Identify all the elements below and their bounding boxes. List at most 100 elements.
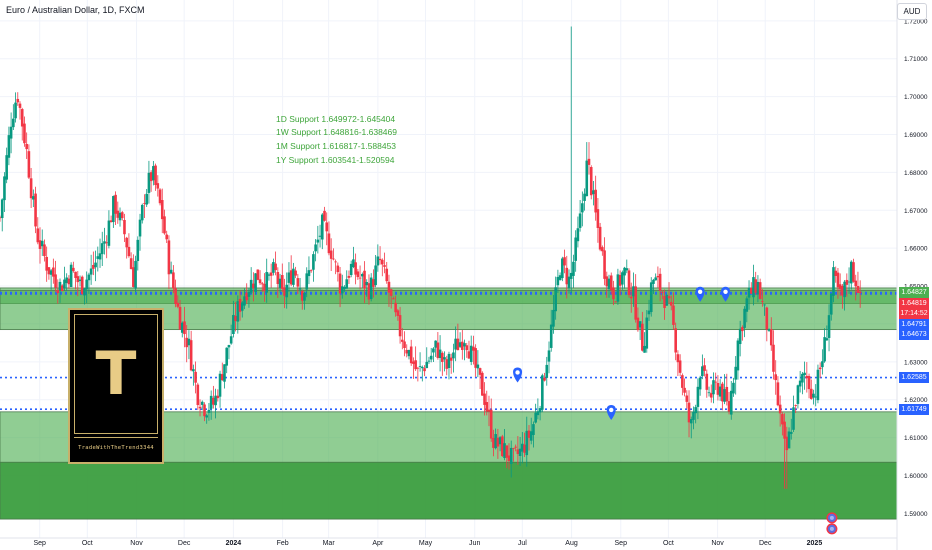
candle-body xyxy=(723,389,726,402)
candle-body xyxy=(487,409,491,412)
currency-button[interactable]: AUD xyxy=(897,3,927,20)
x-tick-label: Apr xyxy=(372,540,384,547)
candle-body xyxy=(747,287,751,298)
candle-body xyxy=(536,411,540,416)
candle-body xyxy=(785,436,789,451)
candle-body xyxy=(276,272,280,285)
candle-body xyxy=(432,348,435,353)
candle-body xyxy=(47,267,51,275)
y-tick-label: 1.59000 xyxy=(904,511,928,518)
candle-body xyxy=(398,315,402,337)
chart-title[interactable]: Euro / Australian Dollar, 1D, FXCM xyxy=(6,5,145,15)
candle-body xyxy=(476,364,480,369)
candle-body xyxy=(307,270,311,277)
candle-body xyxy=(514,446,517,448)
candle-body xyxy=(96,256,100,259)
candle-body xyxy=(67,278,71,285)
candle-body xyxy=(212,397,215,405)
candle-body xyxy=(287,272,291,283)
candle-body xyxy=(132,267,135,287)
candle-body xyxy=(332,258,335,260)
x-tick-label: Feb xyxy=(277,540,289,547)
candle-body xyxy=(312,254,315,270)
candle-body xyxy=(305,273,309,290)
pin-marker[interactable] xyxy=(695,286,705,302)
candle-body xyxy=(196,384,200,406)
x-tick-label: Dec xyxy=(178,540,191,547)
candle-body xyxy=(76,276,80,283)
x-tick-label: Oct xyxy=(663,540,674,547)
candle-body xyxy=(325,222,329,232)
candle-body xyxy=(532,424,535,435)
candle-body xyxy=(296,278,300,287)
candle-body xyxy=(596,209,600,229)
candle-body xyxy=(183,321,186,335)
pin-marker[interactable] xyxy=(721,286,731,302)
y-tick-label: 1.70000 xyxy=(904,94,928,101)
candle-body xyxy=(7,135,11,158)
candle-body xyxy=(703,365,706,371)
candle-body xyxy=(461,341,464,350)
candle-body xyxy=(534,412,537,423)
candle-body xyxy=(763,304,766,306)
candle-body xyxy=(667,296,671,299)
candle-body xyxy=(543,377,546,381)
candle-body xyxy=(274,263,277,271)
candle-body xyxy=(758,282,762,300)
y-tick-label: 1.61000 xyxy=(904,435,928,442)
candle-body xyxy=(607,278,611,290)
candle-body xyxy=(714,381,717,383)
candle-body xyxy=(345,279,349,289)
x-tick-label: Sep xyxy=(615,540,628,547)
candle-body xyxy=(832,267,835,296)
candle-body xyxy=(836,272,840,288)
candle-body xyxy=(87,274,91,281)
candle-body xyxy=(458,342,462,347)
candle-body xyxy=(45,256,48,271)
candle-body xyxy=(563,257,566,266)
candle-body xyxy=(685,395,689,402)
candle-body xyxy=(145,193,148,205)
candle-body xyxy=(601,247,604,252)
candle-body xyxy=(621,272,624,285)
event-marker[interactable] xyxy=(826,512,838,524)
candle-body xyxy=(725,386,729,402)
candle-body xyxy=(352,259,355,268)
candle-body xyxy=(405,349,409,354)
candle-body xyxy=(765,307,769,330)
candle-body xyxy=(609,275,613,291)
candle-body xyxy=(761,301,764,302)
candle-body xyxy=(854,280,858,287)
candle-body xyxy=(518,448,522,456)
candle-body xyxy=(678,360,682,373)
candle-body xyxy=(696,386,700,407)
candle-body xyxy=(320,214,324,240)
candle-body xyxy=(692,412,695,420)
candle-body xyxy=(716,382,720,395)
candle-body xyxy=(298,288,302,290)
pin-marker[interactable] xyxy=(513,367,523,383)
candle-body xyxy=(829,293,833,315)
candle-body xyxy=(129,258,133,269)
candle-body xyxy=(698,377,702,390)
pin-marker[interactable] xyxy=(606,404,616,420)
support-zone xyxy=(0,461,898,520)
candle-body xyxy=(445,359,449,369)
candle-body xyxy=(485,402,489,412)
candle-body xyxy=(641,323,644,351)
candle-body xyxy=(401,339,404,342)
candle-body xyxy=(823,337,826,362)
candle-body xyxy=(69,264,73,288)
y-tick-label: 1.63000 xyxy=(904,359,928,366)
candle-body xyxy=(385,268,389,282)
candle-body xyxy=(60,285,64,291)
candle-body xyxy=(378,258,382,261)
candle-body xyxy=(407,350,411,357)
candle-body xyxy=(438,349,442,359)
candle-body xyxy=(589,167,593,196)
event-marker[interactable] xyxy=(826,523,838,535)
candle-body xyxy=(418,366,422,367)
candle-body xyxy=(441,352,444,362)
candle-body xyxy=(185,337,189,348)
